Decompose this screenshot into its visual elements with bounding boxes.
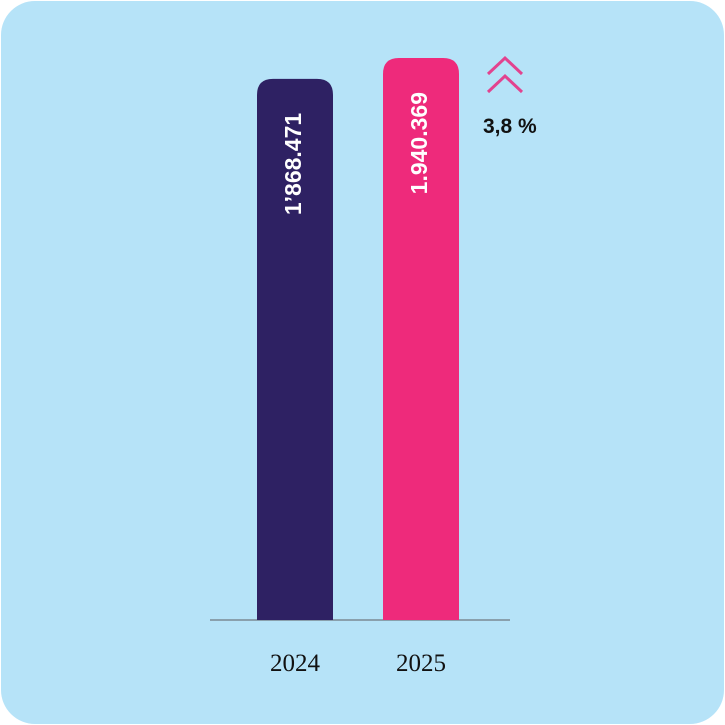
- bar: [383, 58, 459, 620]
- value-label: 1’868.471: [280, 113, 306, 216]
- x-tick-label: 2024: [270, 650, 321, 677]
- x-tick-label: 2025: [396, 650, 446, 677]
- bar: [257, 78, 333, 621]
- up-arrow: [486, 55, 524, 94]
- value-label: 1.940.369: [406, 92, 432, 194]
- change-annotation: 3,8 %: [483, 115, 537, 138]
